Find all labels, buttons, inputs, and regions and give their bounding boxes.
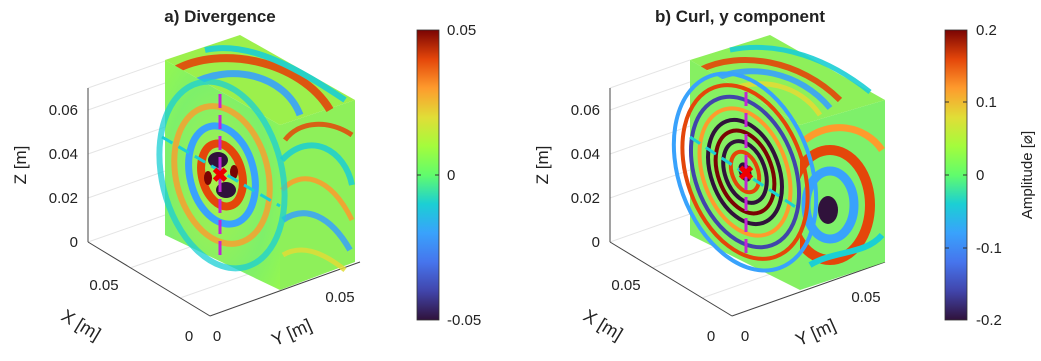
- x-tick-a-1: 0.05: [89, 277, 118, 294]
- y-axis-line-a: [209, 261, 361, 317]
- cbar-a-tick-min: -0.05: [447, 312, 481, 329]
- title-b: b) Curl, y component: [655, 7, 825, 26]
- y-tick-a-1: 0.05: [325, 289, 354, 306]
- volume-slices-a: ✖: [156, 35, 355, 290]
- z-label-b: Z [m]: [533, 146, 552, 185]
- wave-pattern-b: [671, 71, 819, 273]
- z-tick-a-1: 0.02: [49, 190, 78, 207]
- z-tick-a-2: 0.04: [49, 146, 78, 163]
- cbar-b-tick-0: 0.2: [976, 22, 997, 39]
- y-tick-b-0: 0: [741, 328, 749, 345]
- z-tick-a-3: 0.06: [49, 102, 78, 119]
- svg-text:✖: ✖: [212, 165, 229, 187]
- x-label-a: X [m]: [58, 305, 104, 344]
- cbar-b-label: Amplitude [⌀]: [1019, 131, 1036, 219]
- cbar-a-tick-max: 0.05: [447, 22, 476, 39]
- title-a: a) Divergence: [164, 7, 276, 26]
- cbar-b-tick-2: 0: [976, 167, 984, 184]
- y-label-b: Y [m]: [792, 315, 838, 350]
- cbar-b-tick-3: -0.1: [976, 240, 1002, 257]
- x-tick-b-1: 0.05: [611, 277, 640, 294]
- x-label-b: X [m]: [580, 305, 626, 344]
- volume-slices-b: ✖: [671, 35, 885, 290]
- colorbar-a: 0.05 0 -0.05: [416, 22, 481, 329]
- z-tick-b-0: 0: [592, 234, 600, 251]
- x-axis-line-a: [87, 241, 211, 317]
- cbar-b-tick-1: 0.1: [976, 94, 997, 111]
- z-tick-b-1: 0.02: [571, 190, 600, 207]
- z-tick-b-2: 0.04: [571, 146, 600, 163]
- panel-b: b) Curl, y component 0 0.02 0.04 0.06 Z …: [533, 7, 1036, 350]
- cbar-b-tick-4: -0.2: [976, 312, 1002, 329]
- x-tick-a-0: 0: [185, 328, 193, 345]
- y-label-a: Y [m]: [268, 315, 314, 350]
- z-label-a: Z [m]: [11, 146, 30, 185]
- panel-a: a) Divergence 0 0.02 0.04 0.06 Z [m] 0.0…: [11, 7, 481, 350]
- cbar-a-tick-mid: 0: [447, 167, 455, 184]
- z-tick-b-3: 0.06: [571, 102, 600, 119]
- x-axis-line-b: [609, 241, 733, 317]
- colorbar-b: 0.2 0.1 0 -0.1 -0.2 Amplitude [⌀]: [944, 22, 1036, 329]
- y-tick-b-1: 0.05: [851, 289, 880, 306]
- y-tick-a-0: 0: [213, 328, 221, 345]
- x-tick-b-0: 0: [707, 328, 715, 345]
- y-axis-line-b: [731, 261, 886, 317]
- z-tick-a-0: 0: [70, 234, 78, 251]
- wave-pattern-a: [156, 78, 288, 272]
- svg-text:✖: ✖: [738, 163, 755, 185]
